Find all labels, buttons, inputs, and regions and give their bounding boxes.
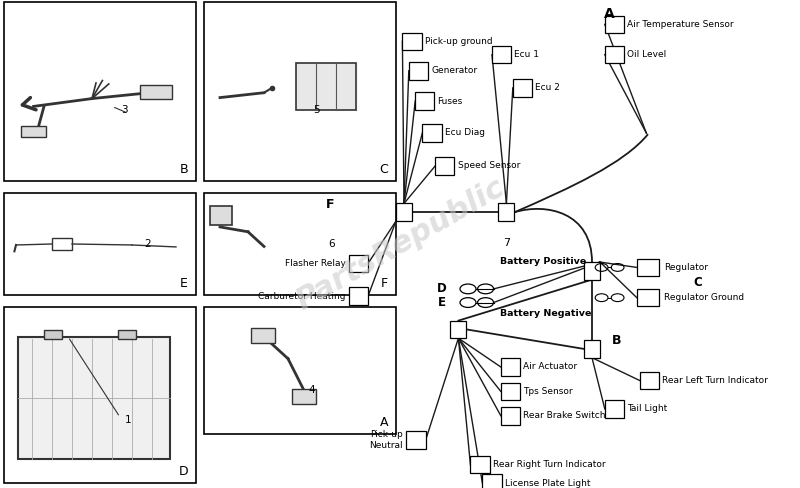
Text: B: B [612, 334, 622, 346]
Bar [501, 383, 520, 400]
Text: 2: 2 [145, 239, 151, 249]
Text: Pick-up ground: Pick-up ground [425, 37, 493, 46]
Bar [349, 255, 368, 272]
Bar [637, 259, 659, 276]
Text: D: D [178, 465, 188, 478]
Text: Regulator Ground: Regulator Ground [664, 293, 744, 302]
Bar [501, 358, 520, 376]
Text: 7: 7 [503, 238, 510, 247]
Bar [482, 474, 502, 488]
Text: PartsRepublic: PartsRepublic [290, 172, 510, 316]
Bar [204, 307, 396, 434]
Bar [44, 330, 62, 339]
Bar [640, 372, 659, 389]
Text: Ecu 2: Ecu 2 [535, 83, 560, 92]
Bar [450, 321, 466, 338]
Bar [605, 46, 624, 63]
Text: Ecu 1: Ecu 1 [514, 50, 539, 59]
Bar [409, 62, 428, 80]
Bar [21, 126, 46, 137]
Text: E: E [180, 277, 188, 290]
Text: Rear Left Turn Indicator: Rear Left Turn Indicator [662, 376, 768, 385]
Bar [4, 193, 196, 295]
Text: Ecu Diag: Ecu Diag [445, 128, 485, 137]
Text: Air Temperature Sensor: Air Temperature Sensor [627, 20, 734, 29]
Text: 1: 1 [125, 415, 131, 425]
Text: D: D [437, 283, 446, 295]
Bar [422, 124, 442, 142]
Bar [498, 203, 514, 221]
Bar [204, 2, 396, 181]
Bar [396, 203, 412, 221]
Text: 3: 3 [121, 105, 127, 115]
Text: C: C [379, 163, 388, 176]
Text: Carburetor Heating: Carburetor Heating [258, 292, 346, 301]
Bar [210, 206, 232, 225]
Bar [204, 193, 396, 295]
Bar [584, 262, 600, 280]
Bar [140, 85, 172, 99]
Text: F: F [381, 277, 388, 290]
Text: Flasher Relay: Flasher Relay [285, 259, 346, 268]
Bar [4, 2, 196, 181]
Text: Generator: Generator [431, 66, 478, 75]
Bar [513, 79, 532, 97]
Bar [470, 456, 490, 473]
Bar [584, 340, 600, 358]
Bar [605, 16, 624, 33]
Bar [406, 431, 426, 449]
Text: Tail Light: Tail Light [627, 405, 667, 413]
Text: Tps Sensor: Tps Sensor [523, 387, 573, 396]
Text: Air Actuator: Air Actuator [523, 363, 578, 371]
Text: 5: 5 [313, 105, 319, 115]
Text: E: E [438, 296, 446, 309]
Bar [402, 33, 422, 50]
Text: C: C [694, 276, 702, 289]
Bar [637, 289, 659, 306]
Bar [296, 63, 356, 110]
Text: Speed Sensor: Speed Sensor [458, 162, 520, 170]
Bar [605, 400, 624, 418]
Bar [118, 330, 136, 339]
Text: Pick-up
Neutral: Pick-up Neutral [370, 430, 403, 450]
Text: 6: 6 [329, 239, 335, 249]
Bar [4, 307, 196, 483]
Text: Regulator: Regulator [664, 263, 708, 272]
Text: Oil Level: Oil Level [627, 50, 666, 59]
Bar [435, 157, 454, 175]
Text: Fuses: Fuses [438, 97, 463, 105]
Text: Battery Positive: Battery Positive [500, 257, 586, 265]
Bar [251, 328, 275, 343]
Text: Battery Negative: Battery Negative [500, 309, 591, 318]
Bar [18, 337, 170, 459]
Bar [292, 389, 316, 404]
Bar [349, 287, 368, 305]
Bar [492, 46, 511, 63]
Text: F: F [326, 199, 334, 211]
Text: Rear Brake Switch: Rear Brake Switch [523, 411, 606, 420]
Bar [501, 407, 520, 425]
Text: A: A [379, 416, 388, 429]
Bar [415, 92, 434, 110]
Text: 4: 4 [309, 386, 315, 395]
Text: Rear Right Turn Indicator: Rear Right Turn Indicator [493, 460, 606, 469]
Text: B: B [179, 163, 188, 176]
Bar [52, 238, 72, 250]
Text: A: A [604, 7, 615, 21]
Text: License Plate Light: License Plate Light [505, 479, 590, 488]
